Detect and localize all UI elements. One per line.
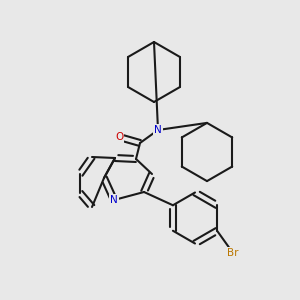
- Text: N: N: [154, 125, 162, 135]
- Text: Br: Br: [227, 248, 239, 258]
- Text: O: O: [115, 132, 123, 142]
- Text: N: N: [110, 195, 118, 205]
